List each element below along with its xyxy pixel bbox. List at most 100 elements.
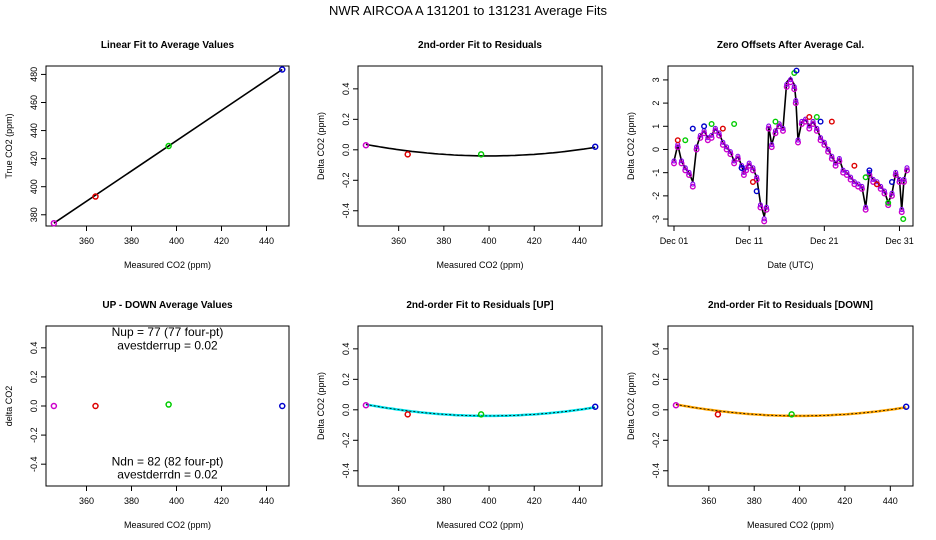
- x-tick-label: 380: [436, 496, 451, 506]
- series-point-purple: [904, 165, 910, 171]
- series-point-magenta: [697, 134, 704, 141]
- series-point-magenta: [828, 155, 835, 162]
- fit-line-black: [365, 143, 596, 157]
- series-point-purple: [716, 130, 722, 136]
- series-point-magenta: [802, 118, 809, 125]
- data-point-green: [165, 401, 172, 408]
- series-point-magenta: [779, 127, 786, 134]
- series-point-red: [806, 114, 813, 121]
- x-tick-label: 360: [701, 496, 716, 506]
- series-point-magenta: [898, 209, 905, 216]
- series-point-purple: [720, 139, 726, 145]
- series-point-magenta: [832, 162, 839, 169]
- series-point-purple: [754, 174, 760, 180]
- x-tick-label: 400: [169, 496, 184, 506]
- x-tick-label: 440: [572, 236, 587, 246]
- series-point-magenta: [881, 190, 888, 197]
- series-point-purple: [899, 207, 905, 213]
- x-axis-label: Measured CO2 (ppm): [124, 520, 211, 530]
- data-point-magenta: [362, 141, 370, 149]
- series-point-blue: [817, 118, 824, 125]
- series-point-purple: [840, 167, 846, 173]
- y-tick-label: -0.4: [341, 463, 351, 479]
- data-point-green: [165, 142, 172, 150]
- y-tick-label: 0.2: [29, 371, 39, 384]
- series-point-magenta: [689, 183, 696, 190]
- series-point-purple: [795, 137, 801, 143]
- series-line: [673, 76, 908, 217]
- y-tick-label: 0.2: [341, 113, 351, 126]
- panel-title: Zero Offsets After Average Cal.: [717, 40, 864, 51]
- x-tick-label: 380: [124, 496, 139, 506]
- series-point-magenta: [806, 125, 813, 132]
- series-point-purple: [791, 84, 797, 90]
- y-tick-label: 0.0: [341, 144, 351, 157]
- panel-p4: UP - DOWN Average Values 360 380 400 420 440 -…: [4, 300, 290, 530]
- series-point-purple: [863, 204, 869, 210]
- x-tick-label: 420: [214, 236, 229, 246]
- series-point-purple: [724, 144, 730, 150]
- series-point-magenta: [763, 206, 770, 213]
- series-point-purple: [818, 135, 824, 141]
- series-point-red: [873, 181, 880, 188]
- y-tick-label: 0.0: [341, 404, 351, 417]
- series-point-magenta: [836, 158, 843, 165]
- y-tick-label: 0.0: [29, 400, 39, 413]
- panel-title: Linear Fit to Average Values: [101, 40, 235, 51]
- y-tick-label: 0.4: [341, 343, 351, 356]
- x-tick-label: 420: [837, 496, 852, 506]
- y-tick-label: 420: [29, 151, 39, 166]
- x-tick-label: 400: [482, 236, 497, 246]
- series-point-magenta: [783, 83, 790, 90]
- y-tick-label: 0.4: [341, 83, 351, 96]
- x-tick-label: 400: [482, 496, 497, 506]
- series-point-magenta: [847, 176, 854, 183]
- y-axis-label: Delta CO2 (ppm): [626, 372, 636, 440]
- y-axis-label: Delta CO2 (ppm): [316, 112, 326, 180]
- x-axis-label: Measured CO2 (ppm): [124, 260, 211, 270]
- annotation-text: Nup = 77 (77 four-pt): [112, 325, 224, 339]
- y-tick-label: -0.4: [29, 456, 39, 472]
- series-point-purple: [739, 162, 745, 169]
- y-tick-label: 1: [651, 124, 661, 129]
- series-point-magenta: [712, 127, 719, 134]
- x-tick-label: Dec 11: [735, 236, 763, 246]
- series-point-purple: [712, 125, 718, 131]
- x-tick-label: 360: [79, 236, 94, 246]
- series-point-green: [813, 114, 820, 121]
- series-point-purple: [829, 153, 835, 159]
- series-point-purple: [844, 169, 850, 176]
- x-tick-label: 380: [747, 496, 762, 506]
- plot-frame: [357, 325, 603, 487]
- series-point-purple: [763, 204, 770, 210]
- series-point-purple: [821, 139, 827, 145]
- series-point-purple: [825, 146, 831, 152]
- fit-line-black: [53, 68, 283, 224]
- series-point-magenta: [877, 185, 884, 192]
- series-point-purple: [889, 190, 895, 196]
- series-point-magenta: [791, 86, 798, 93]
- plot-frame: [357, 65, 603, 227]
- series-point-purple: [855, 181, 861, 187]
- series-point-magenta: [843, 171, 850, 178]
- series-point-purple: [787, 77, 794, 83]
- series-point-red: [828, 118, 835, 125]
- x-tick-label: 440: [259, 496, 274, 506]
- series-point-magenta: [792, 100, 799, 107]
- y-tick-label: -2: [651, 192, 661, 200]
- data-point-green: [477, 411, 485, 418]
- x-tick-label: 400: [169, 236, 184, 246]
- fit-line-black: [675, 404, 907, 417]
- series-point-red: [719, 125, 726, 132]
- series-point-purple: [893, 169, 899, 176]
- series-point-magenta: [723, 146, 730, 153]
- series-point-purple: [678, 158, 685, 164]
- x-tick-label: 440: [259, 236, 274, 246]
- series-point-magenta: [671, 160, 678, 167]
- series-point-magenta: [900, 178, 907, 185]
- y-tick-label: 480: [29, 67, 39, 82]
- y-tick-label: -3: [651, 215, 661, 223]
- figure-title: NWR AIRCOA A 131201 to 131231 Average Fi…: [329, 3, 607, 18]
- x-tick-label: 440: [572, 496, 587, 506]
- series-point-purple: [836, 156, 842, 162]
